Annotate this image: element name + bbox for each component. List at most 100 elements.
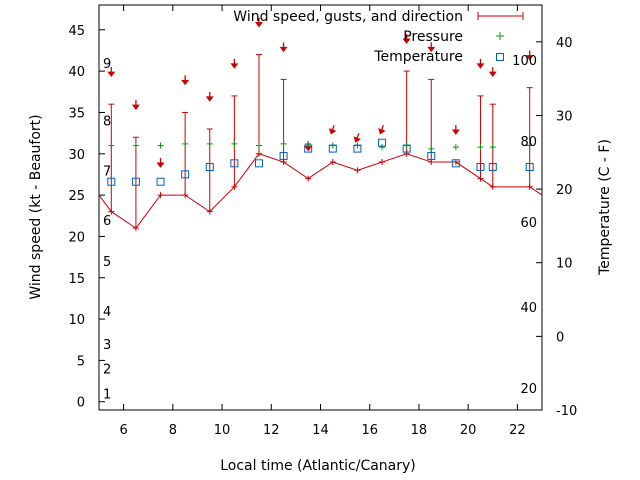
temperature-point <box>107 177 116 186</box>
wind-direction-arrow <box>378 124 386 135</box>
pressure-point <box>526 142 533 149</box>
wind-speed-point <box>354 167 361 174</box>
x-tick-label: 6 <box>119 423 127 438</box>
wind-arrow-head <box>328 128 337 135</box>
pressure-point <box>108 142 115 149</box>
wind-direction-arrow <box>476 58 485 69</box>
wind-arrow-head <box>254 22 263 28</box>
wind-direction-arrow <box>254 17 263 28</box>
pressure-point <box>182 140 189 147</box>
pressure-point <box>280 140 287 147</box>
wind-arrow-head <box>353 136 362 143</box>
x-tick-label: 14 <box>312 423 329 438</box>
fahrenheit-label: 60 <box>520 216 537 231</box>
y-tick-label: 45 <box>68 24 85 39</box>
wind-arrow-head <box>402 38 411 44</box>
y-tick-label: 15 <box>68 272 85 287</box>
beaufort-label: 5 <box>103 255 111 270</box>
pressure-point <box>255 142 262 149</box>
wind-arrow-head <box>488 71 497 77</box>
wind-arrow-head <box>427 46 436 53</box>
legend-key-wind <box>477 12 524 20</box>
y-tick-label: 0 <box>77 396 85 411</box>
pressure-point <box>132 142 139 149</box>
temperature-point <box>488 163 497 171</box>
y2-tick-label: -10 <box>556 404 577 419</box>
y-tick-label: 40 <box>68 65 85 80</box>
wind-speed-point <box>379 159 386 166</box>
y2-tick-label: 10 <box>556 257 573 272</box>
wind-arrow-head <box>304 146 313 152</box>
temperature-point <box>353 144 362 153</box>
y-tick-label: 10 <box>68 313 85 328</box>
x-tick-label: 8 <box>169 423 177 438</box>
wind-direction-arrow <box>353 133 362 143</box>
temperature-point <box>181 170 190 179</box>
y2-tick-label: 20 <box>556 183 573 198</box>
wind-arrow-head <box>525 55 534 61</box>
beaufort-label: 6 <box>103 214 111 229</box>
fahrenheit-label: 40 <box>520 301 537 316</box>
beaufort-label: 9 <box>103 57 111 72</box>
y2-tick-label: 0 <box>556 330 564 345</box>
x-tick-label: 10 <box>214 423 231 438</box>
pressure-point <box>305 140 312 147</box>
pressure-point <box>157 142 164 149</box>
wind-speed-point <box>329 159 336 166</box>
pressure-point <box>477 144 484 151</box>
temperature-point <box>156 177 165 186</box>
wind-speed-point <box>305 175 312 182</box>
wind-arrow-head <box>131 104 140 111</box>
wind-direction-arrow <box>328 124 337 135</box>
x-tick-label: 18 <box>411 423 428 438</box>
wind-direction-arrow <box>131 100 140 111</box>
y2-tick-label: 40 <box>556 36 573 51</box>
temperature-point <box>451 159 460 168</box>
x-tick-label: 20 <box>460 423 477 438</box>
beaufort-label: 3 <box>103 338 111 353</box>
wind-arrow-head <box>156 162 165 168</box>
wind-direction-arrow <box>525 50 534 61</box>
beaufort-label: 7 <box>103 164 111 179</box>
y-tick-label: 20 <box>68 230 85 245</box>
pressure-point <box>489 144 496 151</box>
legend-key-pressure <box>496 32 504 40</box>
wind-direction-arrow <box>156 158 165 168</box>
wind-arrow-head <box>230 63 239 69</box>
wind-direction-arrow <box>488 67 497 77</box>
y-tick-label: 25 <box>68 189 85 204</box>
temperature-point <box>427 151 436 160</box>
wind-direction-arrow <box>427 42 436 53</box>
temperature-point <box>254 159 263 168</box>
fahrenheit-label: 100 <box>512 54 537 69</box>
beaufort-label: 8 <box>103 115 111 130</box>
pressure-point <box>231 140 238 147</box>
wind-arrow-head <box>451 129 460 135</box>
wind-direction-arrow <box>402 34 411 44</box>
y2-axis-title: Temperature (C - F) <box>597 139 613 276</box>
beaufort-label: 4 <box>103 305 111 320</box>
temperature-point <box>525 163 534 171</box>
legend-label-wind: Wind speed, gusts, and direction <box>233 9 463 25</box>
y-axis-title: Wind speed (kt - Beaufort) <box>28 114 44 299</box>
legend-label-temperature: Temperature <box>373 49 463 65</box>
wind-speed-line <box>98 153 543 229</box>
wind-direction-arrow <box>279 42 288 53</box>
wind-arrow-head <box>378 128 386 135</box>
wind-direction-arrow <box>181 75 190 86</box>
temperature-point <box>131 177 140 186</box>
pressure-point <box>428 145 435 152</box>
beaufort-label: 1 <box>103 387 111 402</box>
plot-frame <box>98 4 543 411</box>
beaufort-label: 2 <box>103 363 111 378</box>
wind-arrow-head <box>279 46 288 53</box>
pressure-point <box>379 144 386 151</box>
fahrenheit-label: 20 <box>520 382 537 397</box>
wind-direction-arrow <box>230 58 239 69</box>
y-tick-label: 30 <box>68 148 85 163</box>
temperature-point <box>378 138 387 147</box>
x-tick-label: 22 <box>509 423 526 438</box>
y-tick-label: 5 <box>77 354 85 369</box>
temperature-point <box>230 159 239 168</box>
pressure-point <box>206 140 213 147</box>
